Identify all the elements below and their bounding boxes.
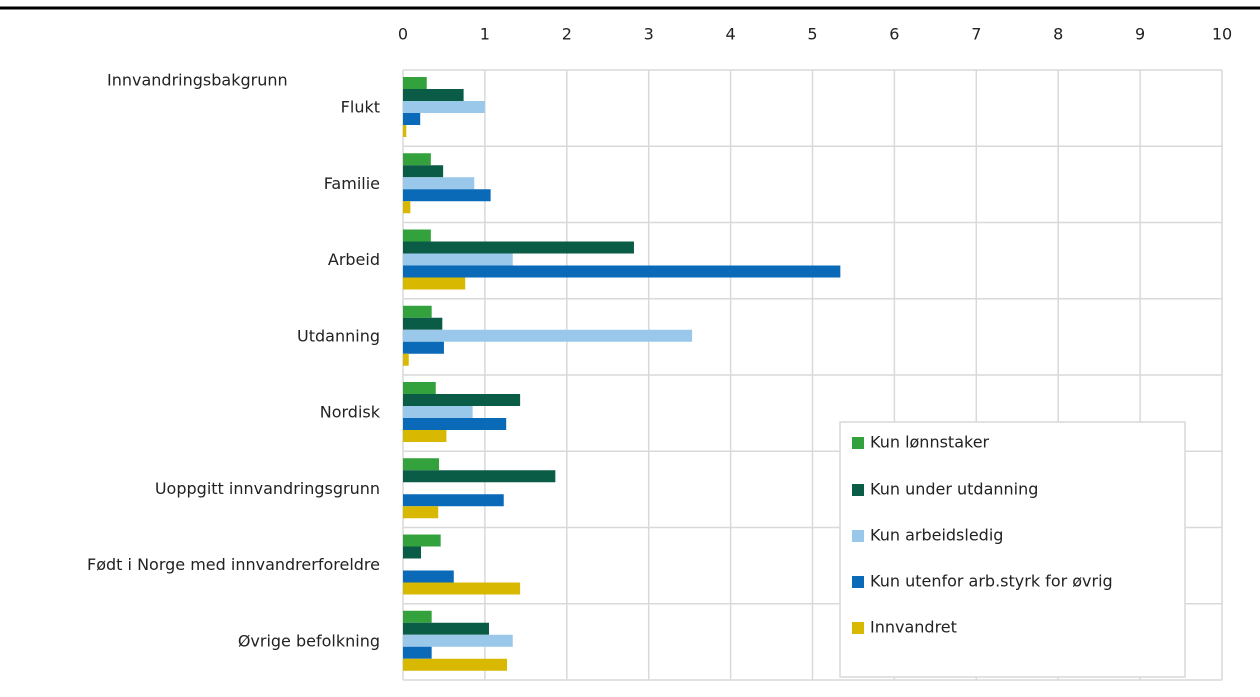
- y-tick-label: Familie: [324, 174, 380, 193]
- legend-box: [839, 421, 1186, 678]
- bar: [403, 77, 427, 89]
- bar: [403, 534, 441, 547]
- bar: [403, 430, 447, 442]
- bar: [403, 353, 409, 366]
- bar: [403, 610, 432, 623]
- x-tick-label: 5: [807, 25, 817, 44]
- legend-swatch: [852, 530, 864, 542]
- bar: [403, 201, 411, 214]
- y-tick-label: Arbeid: [328, 250, 380, 269]
- bar: [403, 634, 513, 647]
- bar: [403, 470, 556, 483]
- legend-label: Innvandret: [870, 618, 957, 637]
- bar: [403, 305, 432, 318]
- bar: [403, 253, 513, 266]
- x-tick-label: 2: [562, 25, 572, 44]
- y-tick-label: Øvrige befolkning: [238, 631, 380, 650]
- legend-label: Kun arbeidsledig: [870, 526, 1003, 545]
- x-tick-label: 6: [889, 25, 899, 44]
- legend-label: Kun lønnstaker: [870, 433, 990, 452]
- bar: [403, 189, 491, 202]
- y-tick-label: Nordisk: [320, 403, 381, 422]
- bar: [403, 329, 693, 342]
- bar: [403, 101, 485, 113]
- bar: [403, 341, 444, 354]
- legend-swatch: [852, 576, 864, 588]
- bar: [403, 265, 841, 278]
- x-tick-label: 0: [398, 25, 408, 44]
- x-tick-label: 4: [726, 25, 736, 44]
- bar: [403, 570, 454, 583]
- bar: [403, 229, 431, 242]
- bar: [403, 658, 508, 671]
- bar: [403, 89, 464, 101]
- x-tick-label: 8: [1053, 25, 1063, 44]
- legend-label: Kun under utdanning: [870, 480, 1038, 499]
- bar: [403, 125, 407, 137]
- category-header: Innvandringsbakgrunn: [107, 71, 288, 90]
- bar: [403, 406, 473, 418]
- bar: [403, 582, 521, 595]
- bar: [403, 153, 431, 166]
- bar: [403, 113, 421, 125]
- bar: [403, 177, 475, 190]
- x-tick-label: 10: [1212, 25, 1232, 44]
- bar: [403, 418, 507, 430]
- y-tick-label: Født i Norge med innvandrerforeldre: [87, 555, 380, 574]
- bar: [403, 165, 444, 178]
- y-tick-label: Flukt: [341, 98, 380, 117]
- legend-swatch: [852, 622, 864, 634]
- bar: [403, 646, 432, 659]
- legend-swatch: [852, 484, 864, 496]
- bar: [403, 241, 634, 254]
- bar: [403, 506, 439, 519]
- y-tick-label: Utdanning: [297, 326, 380, 345]
- legend-label: Kun utenfor arb.styrk for øvrig: [870, 572, 1113, 591]
- bar: [403, 317, 443, 330]
- bar: [403, 458, 440, 471]
- x-tick-label: 1: [480, 25, 490, 44]
- bar: [403, 394, 521, 406]
- bar: [403, 622, 489, 635]
- x-tick-label: 3: [644, 25, 654, 44]
- y-tick-label: Uoppgitt innvandringsgrunn: [155, 479, 380, 498]
- legend-swatch: [852, 437, 864, 449]
- bar: [403, 277, 466, 290]
- x-tick-label: 7: [971, 25, 981, 44]
- x-tick-label: 9: [1135, 25, 1145, 44]
- bar: [403, 546, 422, 559]
- bar: [403, 382, 436, 394]
- bar: [403, 494, 504, 507]
